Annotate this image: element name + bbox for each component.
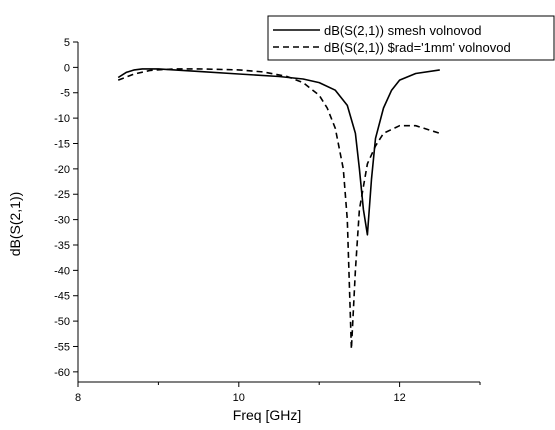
y-tick-label: 5	[64, 37, 70, 49]
y-tick-label: -50	[54, 316, 70, 328]
x-tick-label: 8	[75, 392, 81, 404]
series-line-1	[117, 68, 440, 236]
y-tick-label: -40	[54, 265, 70, 277]
y-tick-label: -60	[54, 367, 70, 379]
y-axis-title: dB(S(2,1))	[7, 192, 23, 257]
legend-label-2: dB(S(2,1)) $rad='1mm' volnovod	[324, 40, 511, 55]
y-tick-label: -15	[54, 138, 70, 150]
series-line-2	[117, 68, 441, 350]
y-tick-label: -55	[54, 341, 70, 353]
y-tick-label: -30	[54, 215, 70, 227]
y-tick-label: -5	[60, 88, 70, 100]
y-tick-label: -35	[54, 240, 70, 252]
x-axis: 8 10 12	[75, 381, 481, 404]
legend-label-1: dB(S(2,1)) smesh volnovod	[324, 23, 482, 38]
y-tick-label: 0	[64, 62, 70, 74]
y-tick-label: -20	[54, 164, 70, 176]
x-tick-label: 12	[393, 392, 405, 404]
y-tick-label: -10	[54, 113, 70, 125]
legend: dB(S(2,1)) smesh volnovod dB(S(2,1)) $rad…	[267, 15, 555, 61]
y-axis: 5 0 -5 -10 -15 -20 -25 -30 -35 -40 -45 -50 -55 -60	[54, 37, 79, 382]
y-tick-label: -45	[54, 291, 70, 303]
x-axis-title: Freq [GHz]	[233, 407, 301, 423]
plot-area	[117, 68, 441, 350]
y-tick-label: -25	[54, 189, 70, 201]
legend-box	[267, 15, 555, 61]
x-tick-label: 10	[233, 392, 245, 404]
